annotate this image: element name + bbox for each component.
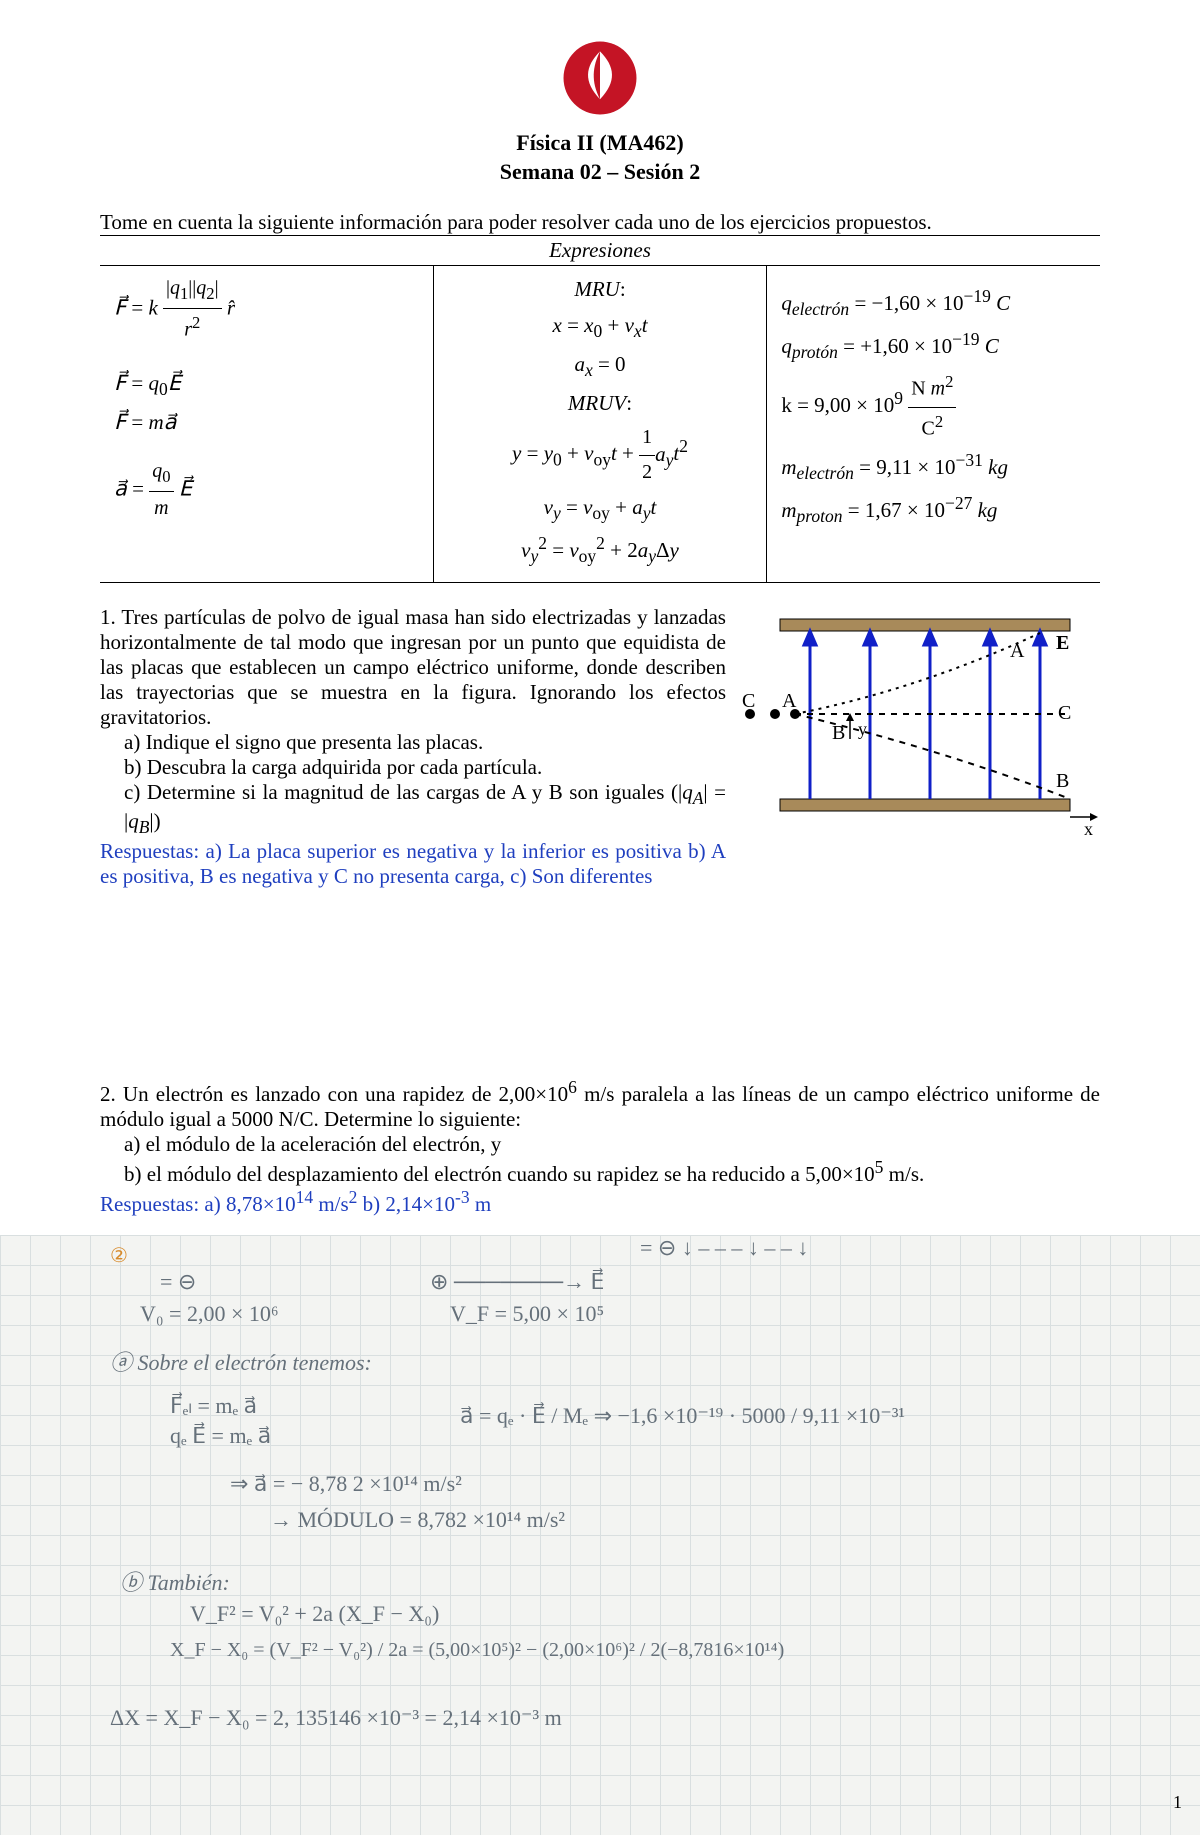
formula-ma: F⃗ = ma⃗ xyxy=(114,405,419,441)
svg-text:A: A xyxy=(1010,640,1025,662)
hw-kin1: V_F² = V₀² + 2a (X_F − X₀) xyxy=(190,1601,439,1627)
hw-vf: V_F = 5,00 × 10⁵ xyxy=(450,1301,604,1327)
hw-eqsign: = ⊖ xyxy=(160,1269,196,1295)
svg-text:B: B xyxy=(1056,770,1069,792)
page-number: 1 xyxy=(1173,1792,1182,1813)
problem-1-figure: C A B y A E C B x xyxy=(740,609,1100,839)
const-k: k = 9,00 × 109 N m2C2 xyxy=(781,368,1086,446)
document-title: Física II (MA462) Semana 02 – Sesión 2 xyxy=(100,129,1100,186)
hw-ares: ⇒ a⃗ = − 8,78 2 ×10¹⁴ m/s² xyxy=(230,1471,462,1497)
const-qp: qprotón = +1,60 × 10−19 C xyxy=(781,325,1086,368)
expressions-col-forces: F⃗ = k |q1||q2|r2 r̂ F⃗ = q0E⃗ F⃗ = ma⃗ … xyxy=(100,266,433,582)
p1-text: Tres partículas de polvo de igual masa h… xyxy=(100,605,726,729)
hw-kin2: X_F − X₀ = (V_F² − V₀²) / 2a = (5,00×10⁵… xyxy=(170,1639,784,1662)
svg-text:y: y xyxy=(858,719,867,739)
p1-number: 1. xyxy=(100,605,116,629)
intro-text: Tome en cuenta la siguiente información … xyxy=(100,210,1100,235)
svg-text:E: E xyxy=(1056,632,1069,654)
expressions-col-constants: qelectrón = −1,60 × 10−19 C qprotón = +1… xyxy=(767,266,1100,582)
p2-text: Un electrón es lanzado con una rapidez d… xyxy=(100,1082,1100,1131)
hw-oplus: ⊕ ───────→ E⃗ xyxy=(430,1269,604,1295)
hw-amod: → MÓDULO = 8,782 ×10¹⁴ m/s² xyxy=(270,1507,565,1533)
hw-fel2: qₑ E⃗ = mₑ a⃗ xyxy=(170,1423,271,1449)
formula-accel: a⃗ = q0m E⃗ xyxy=(114,455,419,526)
svg-text:C: C xyxy=(1058,702,1071,724)
mruv-eq1: y = y0 + voyt + 12ayt2 xyxy=(448,421,753,490)
formula-qE: F⃗ = q0E⃗ xyxy=(114,366,419,405)
mru-eq1: x = x0 + vxt xyxy=(448,308,753,347)
session-title: Semana 02 – Sesión 2 xyxy=(100,158,1100,187)
formula-coulomb: F⃗ = k |q1||q2|r2 r̂ xyxy=(114,272,419,348)
expressions-table: F⃗ = k |q1||q2|r2 r̂ F⃗ = q0E⃗ F⃗ = ma⃗ … xyxy=(100,266,1100,583)
problem-1: C A B y A E C B x 1. Tres partículas de … xyxy=(100,605,1100,888)
hw-aexpr: a⃗ = qₑ · E⃗ / Mₑ ⇒ −1,6 ×10⁻¹⁹ · 5000 /… xyxy=(460,1403,905,1429)
p1-answers: Respuestas: a) La placa superior es nega… xyxy=(100,839,1100,889)
expressions-col-kinematics: MRU: x = x0 + vxt ax = 0 MRUV: y = y0 + … xyxy=(433,266,768,582)
institution-logo-icon xyxy=(562,40,638,116)
const-qe: qelectrón = −1,60 × 10−19 C xyxy=(781,282,1086,325)
logo-container xyxy=(100,40,1100,121)
hw-mark: ② xyxy=(110,1243,128,1268)
p2-item-b: b) el módulo del desplazamiento del elec… xyxy=(124,1157,1100,1187)
hw-toparrows: = ⊖ ↓ – – – ↓ – – ↓ xyxy=(640,1235,808,1261)
mru-eq2: ax = 0 xyxy=(448,347,753,386)
p2-number: 2. xyxy=(100,1082,116,1106)
hw-fel1: F⃗ₑₗ = mₑ a⃗ xyxy=(170,1393,257,1419)
svg-text:B: B xyxy=(832,722,845,744)
course-title: Física II (MA462) xyxy=(100,129,1100,158)
const-me: melectrón = 9,11 × 10−31 kg xyxy=(781,446,1086,489)
mru-heading: MRU: xyxy=(448,272,753,308)
svg-text:x: x xyxy=(1084,819,1093,839)
p2-item-a: a) el módulo de la aceleración del elect… xyxy=(124,1132,1100,1157)
p2-answers: Respuestas: a) 8,78×1014 m/s2 b) 2,14×10… xyxy=(100,1187,1100,1217)
svg-text:C: C xyxy=(742,690,755,712)
hw-lb: ⓑ También: xyxy=(120,1565,230,1597)
expressions-title: Expresiones xyxy=(100,235,1100,266)
svg-text:A: A xyxy=(782,690,797,712)
mruv-heading: MRUV: xyxy=(448,386,753,422)
mruv-eq2: vy = voy + ayt xyxy=(448,490,753,529)
handwritten-work: ② = ⊖ ↓ – – – ↓ – – ↓ = ⊖ ⊕ ───────→ E⃗ … xyxy=(0,1235,1200,1835)
hw-dx: ΔX = X_F − X₀ = 2, 135146 ×10⁻³ = 2,14 ×… xyxy=(110,1705,562,1731)
mruv-eq3: vy2 = voy2 + 2ayΔy xyxy=(448,529,753,572)
const-mp: mproton = 1,67 × 10−27 kg xyxy=(781,489,1086,532)
hw-la: ⓐ Sobre el electrón tenemos: xyxy=(110,1345,372,1377)
hw-v0: V₀ = 2,00 × 10⁶ xyxy=(140,1301,279,1327)
problem-2: 2. Un electrón es lanzado con una rapide… xyxy=(100,1077,1100,1217)
